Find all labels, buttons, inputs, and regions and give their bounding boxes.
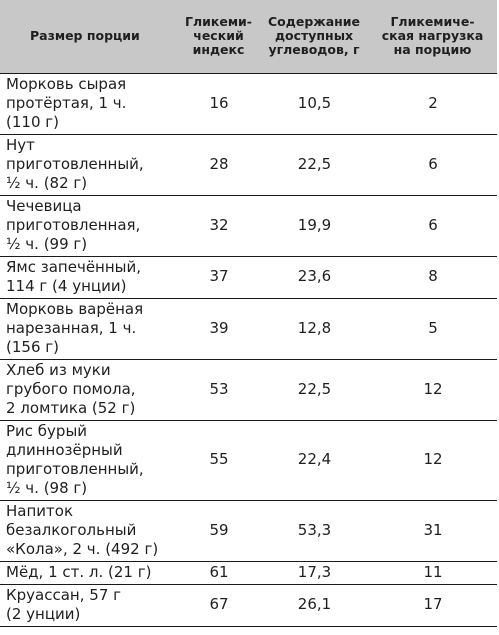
table-row: Напиток безалкогольный «Кола», 2 ч. (492… (0, 500, 497, 561)
gl-cell: 31 (423, 520, 443, 539)
gl-cell: 5 (428, 318, 438, 337)
carbs-cell: 22,5 (297, 154, 332, 173)
header-portion-size: Размер порции (30, 28, 140, 44)
food-cell: Ямс запечённый, 114 г (4 унции) (6, 257, 142, 295)
gi-cell: 55 (209, 450, 229, 468)
gl-cell: 12 (423, 379, 443, 398)
gl-cell: 6 (428, 215, 438, 234)
table-row: Рис бурый длиннозёрный приготовленный, ½… (0, 420, 497, 500)
food-cell: Хлеб из муки грубого помола, 2 ломтика (… (6, 360, 136, 417)
food-cell: Рис бурый длиннозёрный приготовленный, ½… (6, 421, 144, 497)
table-row: Морковь сырая протёртая, 1 ч. (110 г) 16… (0, 73, 497, 134)
table-row: Мёд, 1 ст. л. (21 г) 61 17,3 11 (0, 561, 497, 584)
gl-cell: 12 (423, 450, 443, 468)
carbs-cell: 22,5 (297, 379, 332, 398)
food-cell: Напиток безалкогольный «Кола», 2 ч. (492… (6, 501, 159, 558)
header-glycemic-load: Гликемиче- ская нагрузка на порцию (381, 14, 484, 58)
carbs-cell: 26,1 (297, 595, 332, 613)
table-row: Круассан, 57 г (2 унции) 67 26,1 17 (0, 584, 497, 626)
gi-cell: 59 (209, 520, 229, 539)
gl-cell: 6 (428, 154, 438, 173)
carbs-cell: 10,5 (297, 93, 332, 112)
header-available-carbs: Содержание доступных углеводов, г (267, 14, 361, 58)
food-cell: Морковь варёная нарезанная, 1 ч. (156 г) (6, 299, 144, 356)
carbs-cell: 12,8 (297, 318, 332, 337)
carbs-cell: 53,3 (297, 520, 332, 539)
gi-cell: 61 (209, 562, 229, 581)
table-row: Ямс запечённый, 114 г (4 унции) 37 23,6 … (0, 256, 497, 298)
header-glycemic-index: Гликеми- ческий индекс (184, 14, 252, 58)
food-cell: Мёд, 1 ст. л. (21 г) (6, 562, 152, 581)
food-cell: Морковь сырая протёртая, 1 ч. (110 г) (6, 74, 127, 131)
table-body: Морковь сырая протёртая, 1 ч. (110 г) 16… (0, 73, 497, 626)
gl-cell: 8 (428, 267, 438, 285)
gi-cell: 53 (209, 379, 229, 398)
carbs-cell: 22,4 (297, 450, 332, 468)
table-header: Размер порции Гликеми- ческий индекс Сод… (0, 0, 497, 73)
carbs-cell: 19,9 (297, 215, 332, 234)
gl-cell: 11 (423, 562, 443, 581)
gl-cell: 17 (423, 595, 443, 613)
table-row: Нут приготовленный, ½ ч. (82 г) 28 22,5 … (0, 134, 497, 195)
table-row: Хлеб из муки грубого помола, 2 ломтика (… (0, 359, 497, 420)
gi-cell: 37 (209, 267, 229, 285)
food-cell: Чечевица приготовленная, ½ ч. (99 г) (6, 196, 141, 253)
carbs-cell: 23,6 (297, 267, 332, 285)
gi-cell: 16 (209, 93, 229, 112)
gi-cell: 67 (209, 595, 229, 613)
header-row: Размер порции Гликеми- ческий индекс Сод… (0, 0, 497, 73)
gl-cell: 2 (428, 93, 438, 112)
gi-cell: 28 (209, 154, 229, 173)
table-row: Морковь варёная нарезанная, 1 ч. (156 г)… (0, 298, 497, 359)
food-cell: Нут приготовленный, ½ ч. (82 г) (6, 135, 144, 192)
table-row: Чечевица приготовленная, ½ ч. (99 г) 32 … (0, 195, 497, 256)
gi-cell: 39 (209, 318, 229, 337)
carbs-cell: 17,3 (297, 562, 332, 581)
food-cell: Круассан, 57 г (2 унции) (6, 585, 122, 623)
gi-cell: 32 (209, 215, 229, 234)
